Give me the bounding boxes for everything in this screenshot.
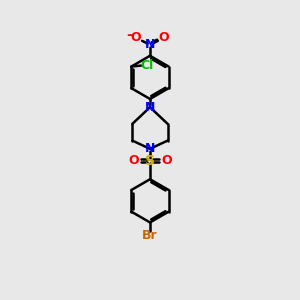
Text: N: N <box>145 142 155 155</box>
Text: S: S <box>145 154 155 168</box>
Text: -: - <box>127 28 133 42</box>
Text: Br: Br <box>142 229 158 242</box>
Text: O: O <box>128 154 139 167</box>
Text: Cl: Cl <box>140 59 154 72</box>
Text: O: O <box>158 32 169 44</box>
Text: O: O <box>130 32 141 44</box>
Text: N: N <box>145 38 155 52</box>
Text: N: N <box>145 101 155 114</box>
Text: O: O <box>161 154 172 167</box>
